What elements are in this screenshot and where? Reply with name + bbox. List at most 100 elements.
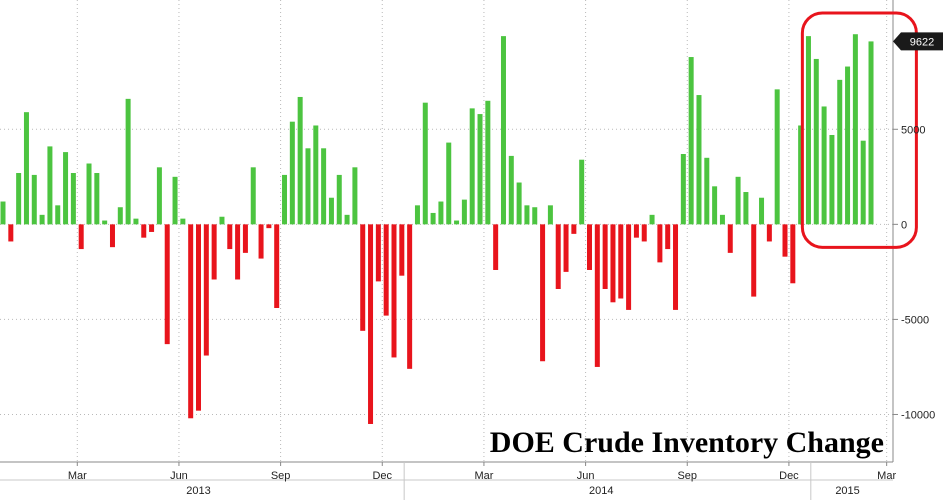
y-tick-label: 0 — [901, 219, 907, 231]
bar — [446, 142, 452, 225]
bar — [461, 199, 467, 225]
bar — [414, 205, 420, 225]
bar — [70, 173, 76, 225]
label-layer: 5000 0 -5000 -10000 Mar Jun Sep Dec Mar Jun Sep Dec… — [68, 32, 943, 497]
bar — [407, 224, 413, 369]
bar — [798, 125, 804, 225]
bar — [500, 36, 506, 225]
bar — [102, 220, 108, 225]
bar — [688, 57, 694, 225]
bar — [86, 163, 92, 225]
bar — [399, 224, 405, 276]
y-tick-label: 5000 — [901, 124, 925, 136]
bar — [242, 224, 248, 253]
bar — [156, 167, 162, 225]
bar — [149, 224, 155, 232]
bar — [610, 224, 616, 303]
bar — [266, 224, 272, 229]
bar — [712, 186, 718, 225]
bar — [602, 224, 608, 289]
bar — [336, 174, 342, 225]
bar — [477, 114, 483, 225]
bar — [657, 224, 663, 263]
bar — [469, 108, 475, 225]
bar — [172, 176, 178, 225]
bar — [368, 224, 374, 424]
bar — [719, 214, 725, 225]
x-tick-label: Dec — [372, 470, 392, 482]
y-tick-label: -5000 — [901, 314, 929, 326]
bar — [94, 173, 100, 225]
year-label: 2015 — [835, 485, 859, 497]
bar — [641, 224, 647, 242]
bar — [805, 36, 811, 225]
bar — [117, 207, 123, 225]
bar — [680, 154, 686, 225]
frame-layer — [0, 0, 918, 500]
bar — [649, 214, 655, 225]
bar — [196, 224, 201, 411]
x-tick-label: Sep — [677, 470, 697, 482]
bar — [508, 155, 514, 225]
bar — [860, 140, 866, 225]
bar — [297, 96, 303, 225]
bar — [16, 173, 22, 225]
bars-layer — [0, 34, 874, 424]
bar — [109, 224, 115, 248]
bar — [579, 159, 585, 225]
bar — [352, 167, 358, 225]
bar — [665, 224, 671, 250]
bar — [540, 224, 546, 362]
bar — [430, 212, 436, 225]
bar — [39, 214, 45, 225]
highlight-box — [800, 11, 918, 249]
bar — [289, 121, 295, 225]
bar — [274, 224, 280, 308]
chart-title: DOE Crude Inventory Change — [490, 426, 884, 459]
bar — [258, 224, 264, 259]
bar — [626, 224, 632, 310]
bar — [571, 224, 577, 234]
bar — [203, 224, 209, 356]
bar — [532, 207, 538, 225]
bar — [164, 224, 170, 345]
x-tick-label: Jun — [577, 470, 595, 482]
grid-layer — [0, 0, 893, 462]
x-tick-label: Dec — [779, 470, 799, 482]
year-label: 2014 — [589, 485, 613, 497]
bar — [696, 95, 702, 225]
bar — [594, 224, 600, 367]
bar — [321, 148, 327, 225]
bar — [219, 216, 225, 225]
bar — [516, 182, 522, 225]
bar — [141, 224, 147, 238]
bar — [821, 106, 827, 225]
bar — [305, 148, 311, 225]
bar — [0, 201, 6, 225]
bar — [774, 89, 780, 225]
bar — [188, 224, 194, 419]
bar — [250, 167, 256, 225]
bar — [282, 174, 288, 225]
bar — [23, 112, 29, 225]
bar — [837, 79, 843, 225]
x-tick-label: Sep — [271, 470, 291, 482]
bar — [360, 224, 366, 331]
bar — [55, 205, 61, 225]
bar — [735, 176, 741, 225]
bar — [633, 224, 639, 238]
bar — [673, 224, 679, 310]
bar — [328, 197, 334, 225]
bar — [868, 41, 874, 225]
bar — [180, 218, 186, 225]
bar — [524, 205, 530, 225]
bar — [493, 224, 499, 270]
bar — [422, 102, 428, 225]
bar — [375, 224, 381, 282]
bar — [438, 201, 444, 225]
bar — [563, 224, 569, 272]
x-tick-label: Mar — [474, 470, 493, 482]
bar — [829, 134, 835, 225]
